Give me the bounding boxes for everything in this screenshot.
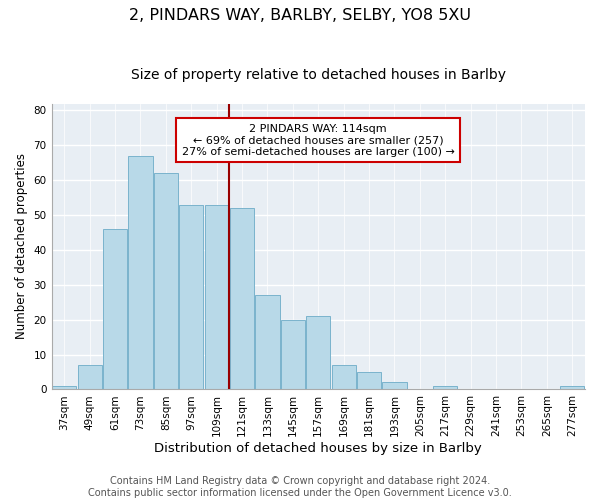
Bar [256,296,280,390]
Bar [154,173,178,390]
Bar [281,320,305,390]
Bar [382,382,407,390]
Text: Contains HM Land Registry data © Crown copyright and database right 2024.
Contai: Contains HM Land Registry data © Crown c… [88,476,512,498]
Bar [179,204,203,390]
Text: 2 PINDARS WAY: 114sqm
← 69% of detached houses are smaller (257)
27% of semi-det: 2 PINDARS WAY: 114sqm ← 69% of detached … [182,124,455,156]
Bar [205,204,229,390]
Bar [77,365,102,390]
X-axis label: Distribution of detached houses by size in Barlby: Distribution of detached houses by size … [154,442,482,455]
Bar [128,156,152,390]
Title: Size of property relative to detached houses in Barlby: Size of property relative to detached ho… [131,68,506,82]
Bar [332,365,356,390]
Bar [52,386,76,390]
Bar [306,316,331,390]
Bar [103,229,127,390]
Text: 2, PINDARS WAY, BARLBY, SELBY, YO8 5XU: 2, PINDARS WAY, BARLBY, SELBY, YO8 5XU [129,8,471,22]
Bar [230,208,254,390]
Y-axis label: Number of detached properties: Number of detached properties [15,154,28,340]
Bar [357,372,381,390]
Bar [433,386,457,390]
Bar [560,386,584,390]
